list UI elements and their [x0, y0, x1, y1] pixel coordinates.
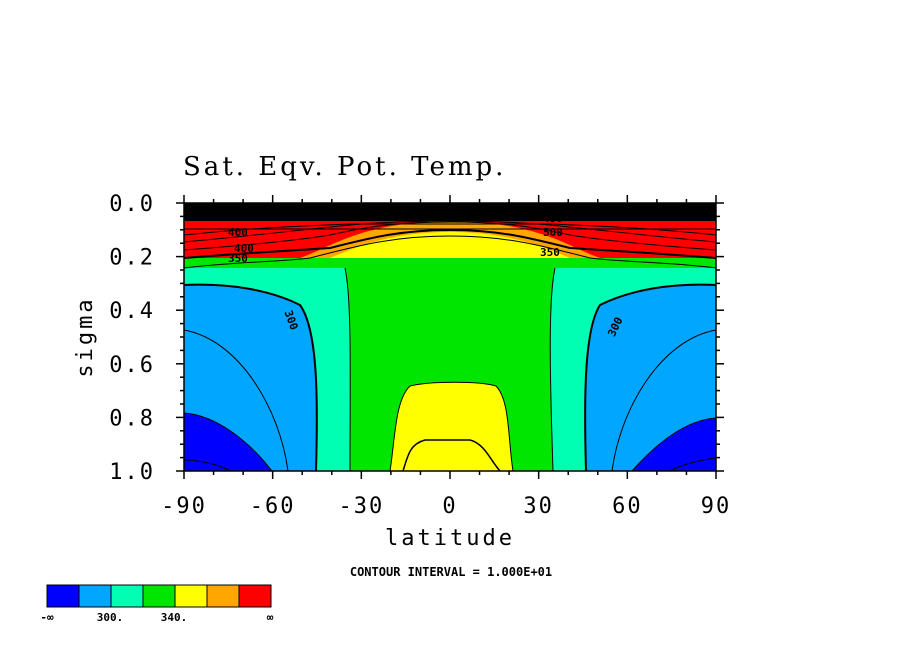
fill-band-mid-green: [184, 258, 716, 268]
contour-line: [183, 221, 717, 251]
contour-line: [584, 283, 717, 472]
contour-line: [549, 267, 556, 472]
colorbar-swatch: [78, 584, 112, 608]
x-tick-label: 0: [442, 494, 457, 519]
colorbar-swatch: [142, 584, 176, 608]
contour-line: [389, 381, 514, 472]
fill-band-low-left: [184, 413, 272, 471]
contour-line: [183, 223, 717, 236]
fill-band-yellow-surface: [390, 382, 513, 471]
chart-title: Sat. Eqv. Pot. Temp.: [183, 152, 506, 182]
colorbar: [46, 584, 272, 608]
colorbar-swatch: [110, 584, 144, 608]
x-axis-label: latitude: [385, 526, 515, 551]
contour-label: 350: [540, 246, 560, 259]
x-tick-labels: -90 -60 -30 0 30 60 90: [161, 494, 732, 519]
y-tick-label: 0.8: [109, 406, 155, 431]
y-tick-labels: 0.0 0.2 0.4 0.6 0.8 1.0: [109, 192, 155, 485]
colorbar-label: ∞: [267, 611, 274, 624]
x-tick-label: 30: [523, 494, 554, 519]
contour-line: [402, 439, 501, 472]
y-tick-label: 0.6: [109, 353, 155, 378]
contour-labels: 300 300 350 350 400 400 450 450 500: [224, 210, 625, 339]
contour-line: [183, 220, 717, 243]
contour-label: 450: [543, 212, 563, 225]
y-axis-label: sigma: [73, 296, 98, 377]
contour-line: [183, 283, 318, 472]
x-tick-label: 60: [612, 494, 643, 519]
contour-line: [631, 417, 717, 472]
y-tick-label: 1.0: [109, 460, 155, 485]
axis-ticks: [176, 195, 724, 479]
contour-line: [344, 267, 351, 472]
contour-label: 400: [234, 242, 254, 255]
y-tick-label: 0.4: [109, 299, 155, 324]
contour-line: [183, 235, 717, 269]
x-tick-label: -90: [161, 494, 207, 519]
contour-label: 450: [224, 210, 244, 223]
contour-line: [611, 329, 717, 472]
fill-band-top-yellow: [330, 232, 570, 258]
colorbar-label: -∞: [40, 611, 54, 624]
contour-line: [669, 457, 717, 472]
contour-label: 350: [228, 252, 248, 265]
fill-band-280-300-right: [585, 284, 716, 471]
x-tick-label: -30: [338, 494, 384, 519]
contour-line: [183, 228, 717, 259]
y-tick-label: 0.2: [109, 246, 155, 271]
x-tick-label: 90: [701, 494, 732, 519]
contour-line: [183, 329, 289, 472]
contour-lines: [183, 220, 717, 472]
fill-band-top-black: [184, 203, 716, 221]
colorbar-label: 300.: [97, 611, 124, 624]
colorbar-labels: -∞ 300. 340. ∞: [40, 611, 273, 624]
fill-band-low-right: [632, 418, 716, 471]
contour-fills: [184, 203, 716, 471]
contour-line: [183, 412, 273, 472]
colorbar-swatch: [174, 584, 208, 608]
contour-line: [183, 459, 231, 472]
x-tick-label: -60: [250, 494, 296, 519]
contour-label: 400: [228, 226, 248, 239]
contour-label: 300: [282, 309, 301, 332]
colorbar-label: 340.: [161, 611, 188, 624]
plot-area: 300 300 350 350 400 400 450 450 500: [183, 202, 717, 472]
y-tick-label: 0.0: [109, 192, 155, 217]
contour-label: 500: [543, 226, 563, 239]
colorbar-swatch: [206, 584, 240, 608]
contour-interval: CONTOUR INTERVAL = 1.000E+01: [350, 565, 552, 579]
colorbar-swatch: [238, 584, 272, 608]
colorbar-swatch: [46, 584, 80, 608]
